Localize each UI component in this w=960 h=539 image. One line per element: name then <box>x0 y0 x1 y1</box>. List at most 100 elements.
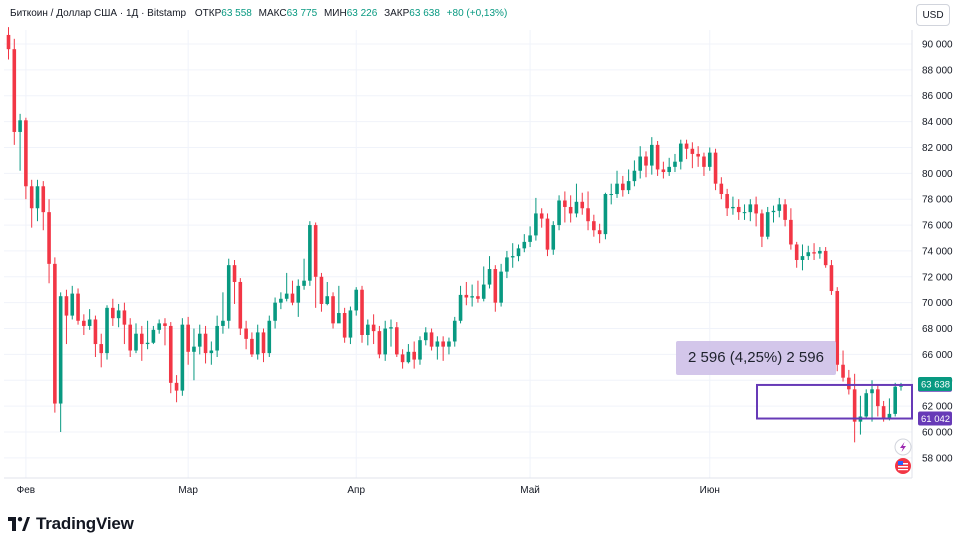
symbol-title[interactable]: Биткоин / Доллар США · 1Д · Bitstamp <box>10 8 187 19</box>
candle-up <box>383 328 388 355</box>
candle-up <box>870 389 874 394</box>
candle-up <box>557 200 561 226</box>
measure-label: 2 596 (4,25%) 2 596 <box>676 341 836 375</box>
candle-up <box>447 341 451 347</box>
candle-down <box>53 263 57 404</box>
candle-up <box>603 194 608 235</box>
candle-down <box>128 324 133 351</box>
us-flag-icon[interactable] <box>895 458 911 474</box>
candle-down <box>76 293 80 321</box>
candle-up <box>423 332 428 341</box>
candle-down <box>464 294 469 298</box>
candle-down <box>111 307 115 319</box>
currency-button[interactable]: USD <box>916 4 950 26</box>
candle-up <box>354 289 359 311</box>
candle-up <box>418 340 422 360</box>
candle-up <box>145 342 150 345</box>
candle-up <box>528 235 532 242</box>
candle-up <box>887 413 892 418</box>
x-tick-label: Мар <box>178 485 198 496</box>
price-range-measure-box[interactable] <box>756 383 913 420</box>
candle-up <box>284 293 289 299</box>
change-value: +80 (+0,13%) <box>446 8 508 19</box>
candle-up <box>406 351 411 363</box>
candle-down <box>47 212 51 264</box>
candle-down <box>702 156 706 167</box>
candle-down <box>371 324 376 332</box>
candle-up <box>864 393 869 417</box>
candle-up <box>70 293 75 316</box>
candle-up <box>452 320 457 342</box>
candle-up <box>308 225 312 281</box>
candle-down <box>342 313 347 338</box>
candle-down <box>412 351 416 360</box>
candle-up <box>157 323 161 330</box>
candle-down <box>29 186 34 209</box>
candle-up <box>638 156 643 171</box>
high-value: 63 775 <box>286 8 318 19</box>
candle-down <box>783 204 787 220</box>
candle-up <box>481 284 486 299</box>
candle-down <box>12 49 17 132</box>
candle-down <box>841 364 845 378</box>
candle-down <box>621 183 625 191</box>
y-tick-label: 90 000 <box>922 40 953 51</box>
candle-up <box>116 310 121 319</box>
candle-down <box>441 341 445 347</box>
candle-down <box>812 252 816 254</box>
candle-up <box>87 319 92 326</box>
y-tick-label: 68 000 <box>922 324 953 335</box>
candle-down <box>313 225 318 277</box>
candle-up <box>771 210 776 213</box>
brand-name: TradingView <box>36 514 134 533</box>
candle-up <box>510 256 515 258</box>
x-tick-label: Июн <box>700 485 720 496</box>
candle-up <box>742 212 747 214</box>
x-tick-label: Апр <box>347 485 365 496</box>
candle-down <box>400 354 405 363</box>
candle-down <box>476 296 480 299</box>
candle-up <box>180 324 185 391</box>
candle-up <box>505 257 509 272</box>
candle-up <box>255 332 260 355</box>
candle-down <box>319 276 324 304</box>
candle-down <box>690 148 695 154</box>
y-tick-label: 62 000 <box>922 402 953 413</box>
candle-down <box>93 319 98 345</box>
y-tick-label: 72 000 <box>922 272 953 283</box>
candle-down <box>794 244 799 260</box>
candle-down <box>580 201 585 209</box>
candle-down <box>789 219 793 245</box>
candle-down <box>876 389 880 407</box>
candle-up <box>522 241 527 249</box>
y-tick-label: 76 000 <box>922 221 953 232</box>
candle-down <box>394 327 399 355</box>
candle-down <box>238 281 243 329</box>
candle-down <box>250 338 254 355</box>
candle-up <box>18 120 22 132</box>
tradingview-brand[interactable]: TradingView <box>8 514 134 534</box>
candle-down <box>203 333 208 354</box>
x-tick-label: Фев <box>17 485 35 496</box>
candle-down <box>736 206 741 213</box>
candle-up <box>273 302 277 321</box>
candle-up <box>389 327 393 329</box>
y-tick-label: 86 000 <box>922 91 953 102</box>
time-axis[interactable]: Фев Мар Апр Май Июн <box>4 477 912 496</box>
open-label: ОТКР <box>194 8 222 19</box>
y-tick-label: 88 000 <box>922 65 953 76</box>
candle-up <box>226 265 231 321</box>
lightning-icon[interactable] <box>894 438 912 456</box>
candle-up <box>574 201 579 214</box>
candle-up <box>609 194 614 196</box>
candle-down <box>760 213 764 237</box>
candle-up <box>777 204 782 211</box>
candle-down <box>592 221 596 231</box>
candle-up <box>765 212 770 237</box>
price-axis[interactable]: 90 000 88 000 86 000 84 000 82 000 80 000 78 0… <box>911 30 953 478</box>
candle-up <box>748 204 753 213</box>
candle-down <box>829 265 834 292</box>
candle-up <box>899 385 903 387</box>
